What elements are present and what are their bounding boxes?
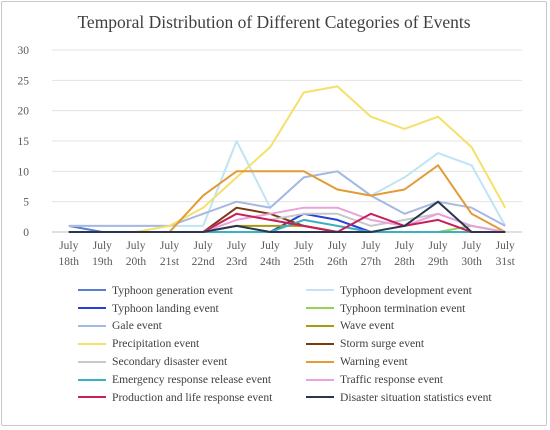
legend-swatch-5	[306, 324, 334, 327]
legend-swatch-9	[306, 360, 334, 363]
x-tick-label-2-month: July	[126, 240, 145, 252]
y-tick-label-5: 5	[23, 197, 29, 209]
y-tick-label-0: 0	[23, 227, 29, 239]
legend: Typhoon generation event Typhoon developm…	[78, 282, 528, 406]
legend-label-10: Emergency response release event	[112, 373, 272, 387]
legend-label-7: Storm surge event	[340, 337, 425, 351]
legend-item-11: Traffic response event	[306, 371, 528, 387]
legend-item-1: Typhoon development event	[306, 282, 528, 298]
x-tick-label-3-month: July	[160, 240, 179, 252]
x-tick-label-9-day: 27th	[361, 256, 382, 268]
legend-item-13: Disaster situation statistics event	[306, 389, 528, 405]
x-tick-label-1-month: July	[93, 240, 112, 252]
legend-item-10: Emergency response release event	[78, 371, 306, 387]
legend-swatch-2	[78, 307, 106, 310]
legend-swatch-0	[78, 289, 106, 292]
x-tick-label-9-month: July	[361, 240, 380, 252]
y-tick-label-10: 10	[18, 166, 30, 178]
y-tick-label-20: 20	[18, 106, 30, 118]
legend-swatch-4	[78, 324, 106, 327]
x-tick-label-2-day: 20th	[126, 256, 147, 268]
y-tick-label-30: 30	[18, 45, 30, 57]
legend-swatch-12	[78, 396, 106, 399]
legend-item-7: Storm surge event	[306, 336, 528, 352]
legend-label-3: Typhoon termination event	[340, 301, 466, 315]
legend-swatch-11	[306, 378, 334, 381]
x-tick-label-1-day: 19th	[92, 256, 113, 268]
legend-swatch-10	[78, 378, 106, 381]
x-tick-label-10-month: July	[395, 240, 414, 252]
x-tick-label-10-day: 28th	[394, 256, 415, 268]
legend-item-9: Warning event	[306, 354, 528, 370]
legend-label-1: Typhoon development event	[340, 283, 472, 297]
legend-label-11: Traffic response event	[340, 373, 444, 387]
legend-swatch-7	[306, 342, 334, 345]
x-tick-label-3-day: 21st	[160, 256, 180, 268]
y-tick-label-25: 25	[18, 75, 30, 87]
legend-label-2: Typhoon landing event	[112, 301, 219, 315]
x-tick-label-7-day: 25th	[294, 256, 315, 268]
legend-item-2: Typhoon landing event	[78, 300, 306, 316]
x-tick-label-8-day: 26th	[327, 256, 348, 268]
series-line-1	[68, 140, 507, 227]
x-tick-label-0-month: July	[59, 240, 78, 252]
legend-label-13: Disaster situation statistics event	[340, 390, 492, 404]
x-tick-label-5-month: July	[227, 240, 246, 252]
legend-item-3: Typhoon termination event	[306, 300, 528, 316]
legend-label-6: Precipitation event	[112, 337, 200, 351]
legend-item-6: Precipitation event	[78, 336, 306, 352]
legend-item-5: Wave event	[306, 318, 528, 334]
series-line-4	[68, 170, 506, 227]
legend-label-9: Warning event	[340, 355, 408, 369]
legend-label-4: Gale event	[112, 319, 162, 333]
x-tick-label-5-day: 23rd	[226, 256, 247, 268]
legend-item-8: Secondary disaster event	[78, 354, 306, 370]
x-tick-label-6-month: July	[261, 240, 280, 252]
legend-swatch-13	[306, 396, 334, 399]
x-tick-label-11-month: July	[428, 240, 447, 252]
legend-label-5: Wave event	[340, 319, 395, 333]
x-tick-label-4-month: July	[193, 240, 212, 252]
series-line-13	[68, 200, 506, 233]
x-tick-label-13-month: July	[496, 240, 515, 252]
plot-area: 0 5 10 15 20 25 30 July 18th July 19th July 20th July…	[18, 45, 522, 268]
series-line-6	[68, 85, 507, 233]
legend-swatch-1	[306, 289, 334, 292]
legend-item-4: Gale event	[78, 318, 306, 334]
legend-item-0: Typhoon generation event	[78, 282, 306, 298]
x-tick-label-8-month: July	[328, 240, 347, 252]
x-tick-label-4-day: 22nd	[192, 256, 215, 268]
legend-label-8: Secondary disaster event	[112, 355, 228, 369]
legend-item-12: Production and life response event	[78, 389, 306, 405]
legend-label-0: Typhoon generation event	[112, 283, 233, 297]
legend-swatch-3	[306, 307, 334, 310]
legend-swatch-6	[78, 342, 106, 345]
x-tick-label-12-day: 30th	[461, 256, 482, 268]
x-tick-label-12-month: July	[462, 240, 481, 252]
y-tick-label-15: 15	[18, 136, 30, 148]
x-tick-label-0-day: 18th	[59, 256, 80, 268]
x-tick-label-11-day: 29th	[428, 256, 449, 268]
x-tick-label-6-day: 24th	[260, 256, 281, 268]
legend-label-12: Production and life response event	[112, 390, 273, 404]
chart-title: Temporal Distribution of Different Categ…	[77, 12, 471, 32]
x-tick-label-13-day: 31st	[496, 256, 516, 268]
x-tick-label-7-month: July	[294, 240, 313, 252]
legend-swatch-8	[78, 360, 106, 363]
